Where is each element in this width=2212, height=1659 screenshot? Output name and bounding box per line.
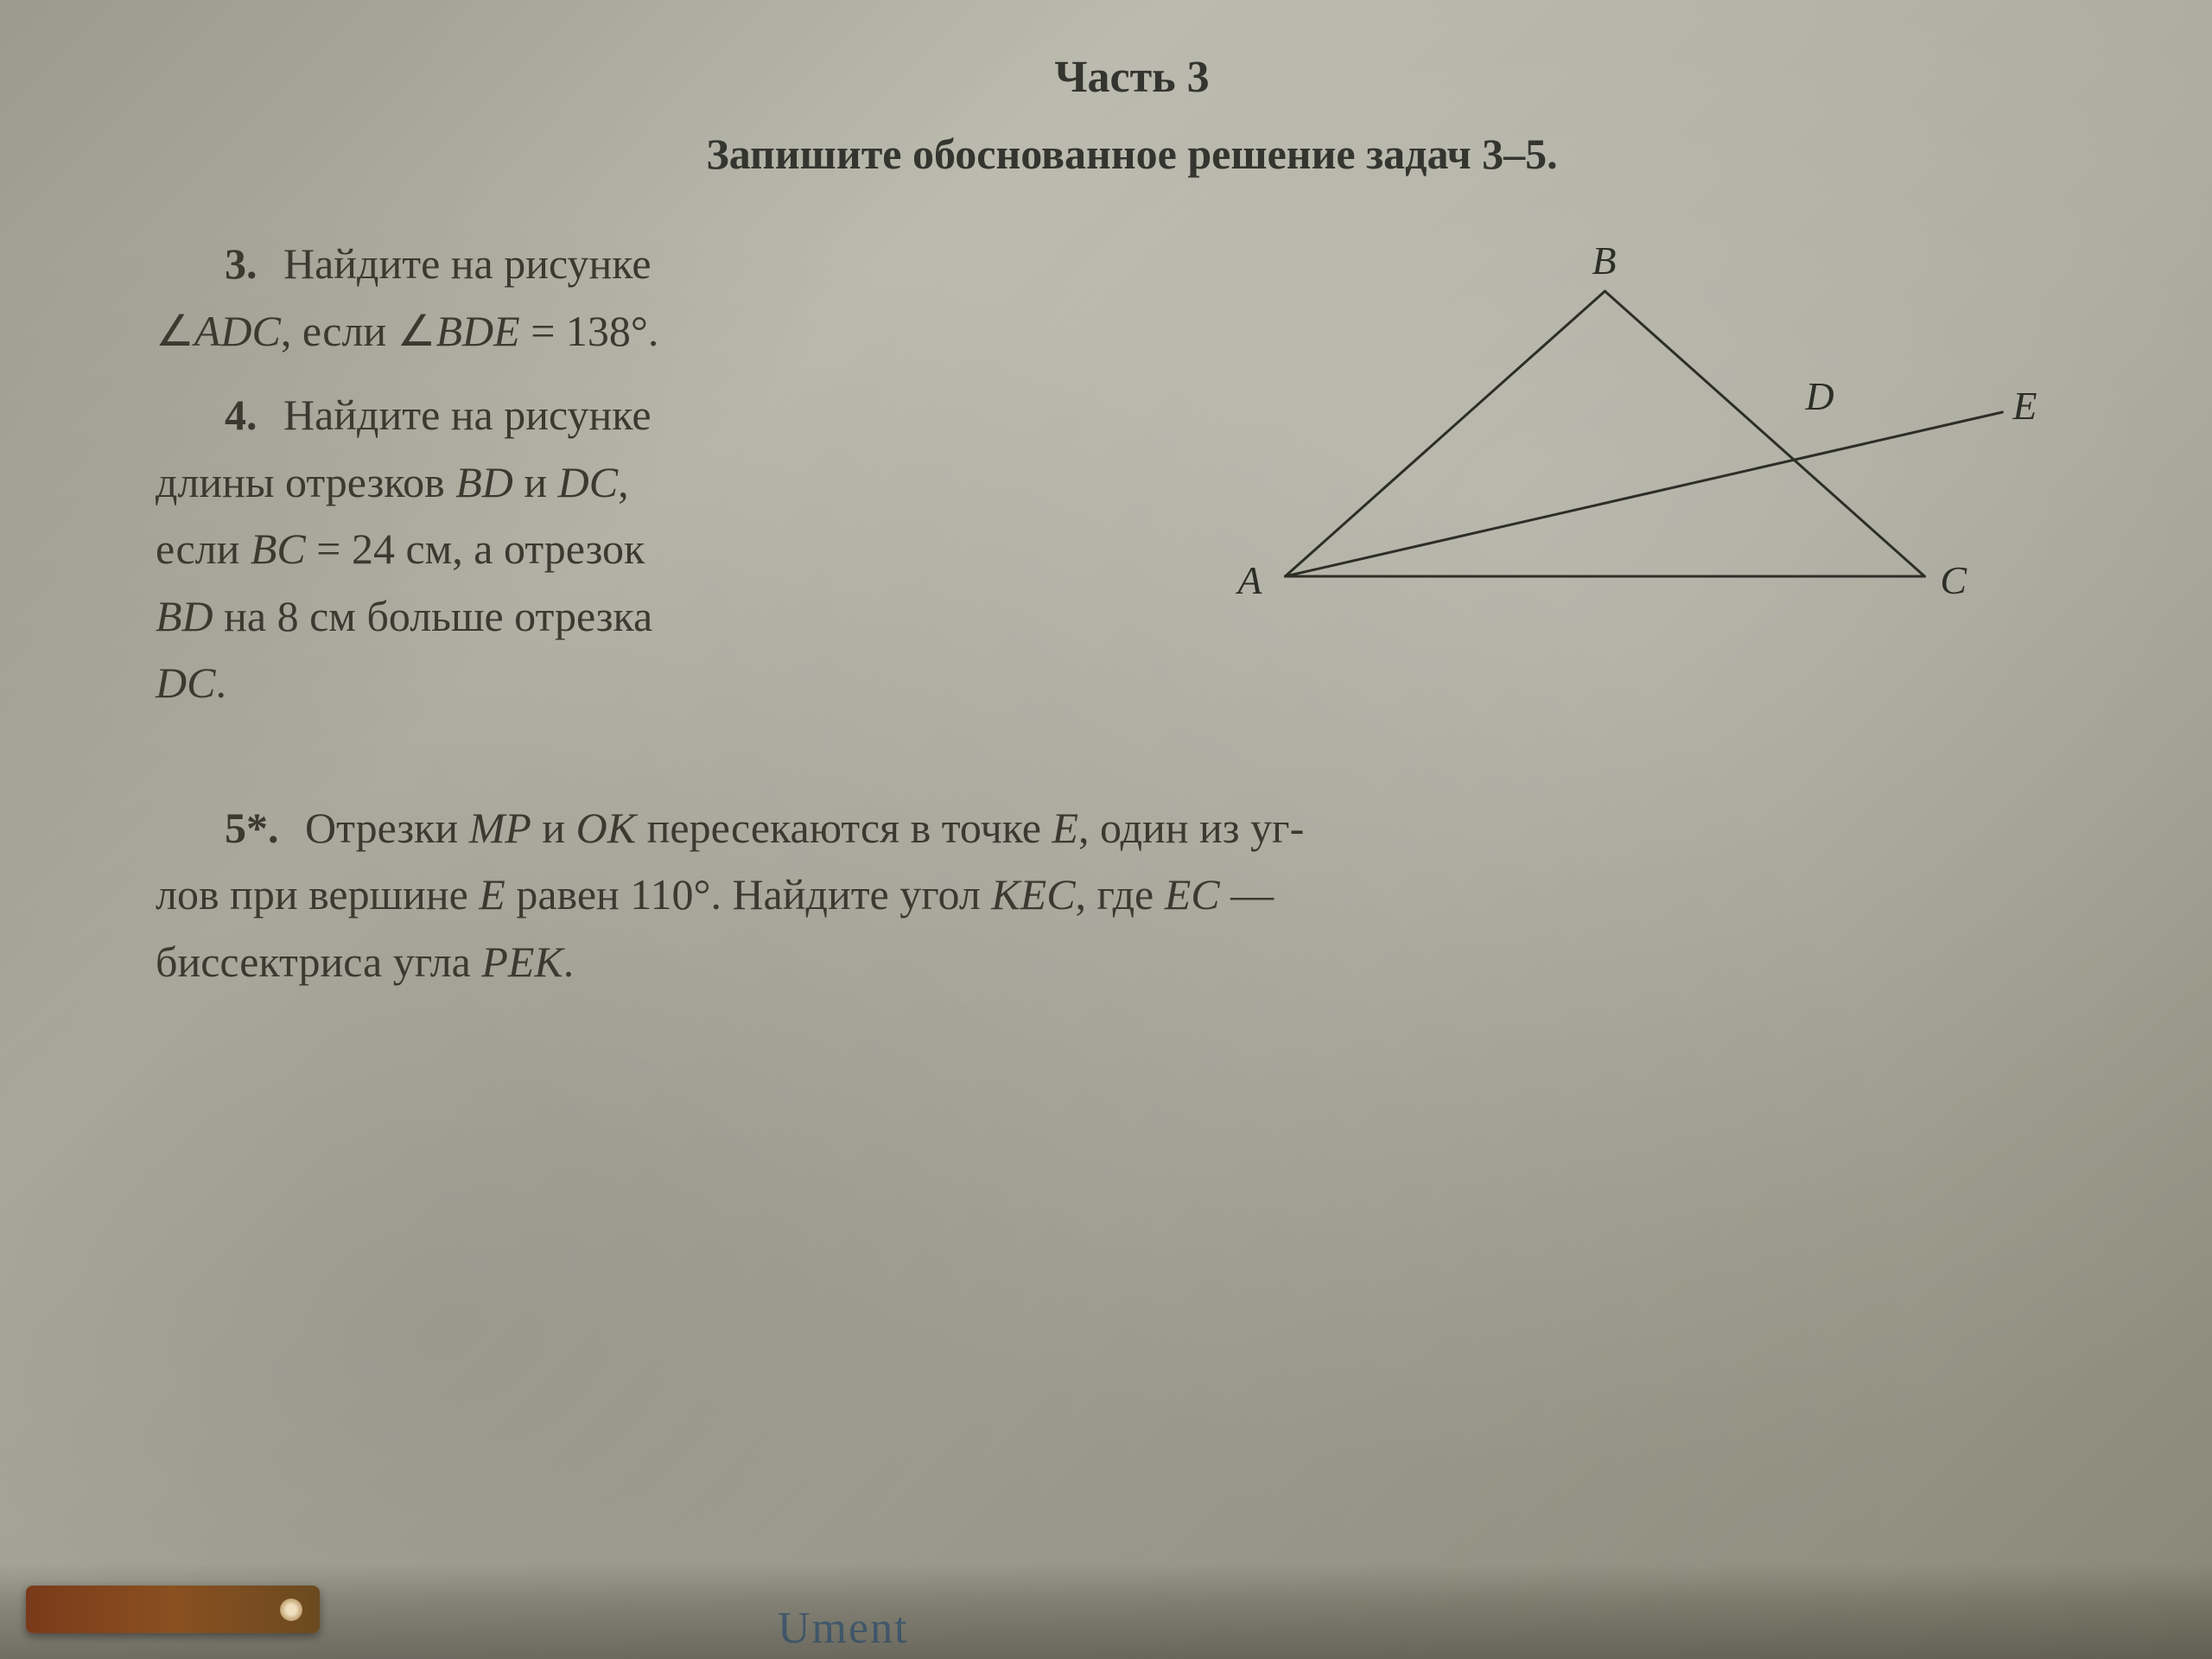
p5-ok: OK <box>576 804 636 852</box>
p4-dc2: DC <box>156 658 215 707</box>
p4-l5a: . <box>215 658 226 707</box>
svg-text:B: B <box>1592 238 1617 283</box>
svg-text:A: A <box>1236 558 1263 602</box>
svg-text:C: C <box>1941 558 1968 602</box>
left-column: 3. Найдите на рисунке ∠ADC, если ∠BDE = … <box>156 231 1119 734</box>
p4-lead: Найдите на рисунке <box>283 391 652 439</box>
p4-and: и <box>513 458 558 506</box>
p5-t3: пересекаются в точке <box>636 804 1052 852</box>
p5-e: E <box>1052 804 1078 852</box>
p5-t4: , один из уг- <box>1078 804 1304 852</box>
svg-text:E: E <box>2012 384 2037 428</box>
p5-l2b: равен 110°. Найдите угол <box>505 870 991 918</box>
p5-l2c: , где <box>1076 870 1165 918</box>
p3-eq: = 138°. <box>520 307 659 355</box>
p4-bd: BD <box>455 458 513 506</box>
problem-4: 4. Найдите на рисунке длины отрезков BD … <box>156 382 1119 717</box>
problem-5: 5*. Отрезки MP и OK пересекаются в точке… <box>156 795 2108 996</box>
p4-l4a: на 8 см больше отрезка <box>213 592 653 640</box>
page-bottom-edge: Ument <box>0 1564 2212 1659</box>
diagram-svg: A B C D E <box>1171 231 2108 680</box>
p3-angle-adc: ADC <box>194 307 281 355</box>
p3-mid: , если ∠ <box>281 307 436 355</box>
p5-l3a: биссектриса угла <box>156 938 481 986</box>
p5-t2: и <box>531 804 576 852</box>
problem-5-number: 5*. <box>225 795 279 862</box>
problems-3-4-row: 3. Найдите на рисунке ∠ADC, если ∠BDE = … <box>156 231 2108 734</box>
p4-comma: , <box>618 458 629 506</box>
p4-l3b: = 24 см, а отрезок <box>306 524 645 573</box>
p4-dc: DC <box>558 458 618 506</box>
problem-3: 3. Найдите на рисунке ∠ADC, если ∠BDE = … <box>156 231 1119 365</box>
instruction: Запишите обоснованное решение задач 3–5. <box>156 129 2108 179</box>
p5-kec: KEC <box>991 870 1075 918</box>
p4-bc: BC <box>251 524 306 573</box>
p5-pek: PEK <box>481 938 563 986</box>
p4-l2: длины отрезков <box>156 458 455 506</box>
problem-3-lead: Найдите на рисунке <box>283 239 652 288</box>
p4-bd2: BD <box>156 592 213 640</box>
p3-angle-prefix: ∠ <box>156 307 194 355</box>
book-spine <box>26 1586 320 1633</box>
p5-mp: MP <box>469 804 531 852</box>
diagram-area: A B C D E <box>1171 231 2108 680</box>
triangle-diagram: A B C D E <box>1171 231 2108 680</box>
p3-angle-bde: BDE <box>436 307 520 355</box>
handwriting-showthrough: Ument <box>778 1603 909 1654</box>
p5-e2: E <box>479 870 505 918</box>
p5-l3b: . <box>563 938 575 986</box>
problem-3-number: 3. <box>225 231 257 298</box>
p4-l3a: если <box>156 524 251 573</box>
p5-l2d: — <box>1220 870 1274 918</box>
problem-4-number: 4. <box>225 382 257 449</box>
part-title: Часть 3 <box>156 52 2108 103</box>
svg-text:D: D <box>1805 374 1834 418</box>
p5-t1: Отрезки <box>305 804 469 852</box>
page: Часть 3 Запишите обоснованное решение за… <box>0 0 2212 1659</box>
p5-l2a: лов при вершине <box>156 870 479 918</box>
p5-ec: EC <box>1165 870 1220 918</box>
